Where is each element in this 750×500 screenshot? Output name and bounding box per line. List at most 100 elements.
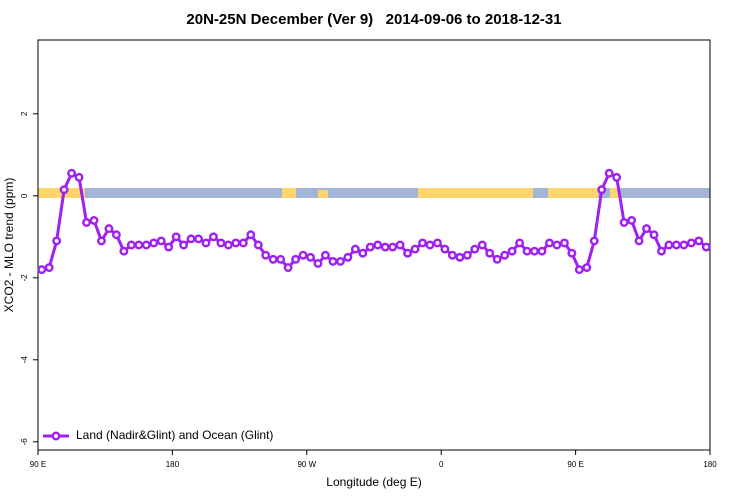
y-tick-label: -2: [20, 274, 29, 282]
point: [410, 244, 420, 254]
point: [343, 252, 353, 262]
point: [141, 240, 151, 250]
point: [283, 263, 293, 272]
point: [574, 265, 584, 275]
point: [657, 246, 666, 256]
x-tick-label: 90 E: [30, 460, 46, 469]
series-line: [41, 171, 708, 272]
point: [350, 244, 360, 254]
land-ocean-strip: [38, 188, 710, 198]
legend-label: Land (Nadir&Glint) and Ocean (Glint): [76, 428, 273, 442]
point: [111, 230, 121, 240]
point: [447, 250, 457, 260]
point: [238, 238, 248, 248]
point: [462, 250, 472, 260]
point: [209, 232, 218, 242]
point: [485, 248, 495, 258]
point: [201, 238, 211, 248]
point: [380, 242, 390, 252]
x-tick-label: 90 W: [297, 460, 316, 469]
point: [149, 238, 159, 248]
point: [604, 168, 614, 178]
point: [403, 248, 413, 258]
point: [171, 232, 181, 242]
point: [306, 252, 315, 262]
y-tick-label: 2: [20, 111, 29, 116]
point: [134, 240, 144, 250]
point: [365, 242, 375, 252]
point: [194, 234, 203, 244]
point: [500, 250, 510, 260]
point: [567, 248, 577, 258]
point: [179, 240, 189, 250]
point: [328, 256, 338, 266]
point: [686, 238, 696, 248]
point: [358, 248, 368, 258]
chart-title: 20N-25N December (Ver 9) 2014-09-06 to 2…: [186, 11, 561, 28]
point: [335, 256, 345, 266]
y-axis-label: XCO2 - MLO trend (ppm): [2, 178, 16, 313]
point: [52, 236, 62, 246]
point: [291, 254, 301, 264]
point: [223, 240, 233, 250]
y-tick-label: -6: [20, 438, 29, 446]
point: [418, 238, 427, 248]
point: [119, 246, 129, 256]
point: [276, 254, 286, 264]
point: [545, 238, 554, 248]
point: [425, 240, 435, 250]
point: [231, 238, 241, 248]
point: [559, 238, 569, 248]
point: [164, 242, 174, 252]
x-tick-label: 180: [166, 460, 180, 469]
x-tick-label: 0: [439, 460, 444, 469]
y-tick-label: -4: [20, 356, 29, 364]
x-tick-label: 180: [703, 460, 717, 469]
point: [470, 244, 480, 254]
point: [395, 240, 405, 250]
point: [67, 168, 77, 178]
y-tick-label: 0: [20, 193, 29, 198]
point: [582, 263, 592, 272]
point: [552, 240, 562, 250]
point: [455, 252, 465, 262]
point: [619, 218, 629, 227]
point: [433, 238, 442, 248]
point: [298, 250, 308, 260]
point: [515, 238, 525, 248]
point: [104, 224, 114, 234]
point: [44, 263, 54, 272]
point: [649, 230, 659, 240]
point: [59, 185, 69, 195]
point: [440, 244, 450, 254]
point: [321, 250, 330, 260]
point: [477, 240, 487, 250]
point: [522, 246, 532, 256]
point: [268, 254, 278, 264]
point: [373, 240, 383, 250]
point: [597, 185, 607, 195]
point: [246, 230, 256, 240]
point: [216, 238, 226, 248]
point: [253, 240, 263, 250]
point: [261, 250, 271, 260]
point: [664, 240, 674, 250]
point: [642, 224, 651, 234]
point: [589, 236, 599, 246]
point: [530, 246, 539, 256]
point: [156, 236, 166, 246]
point: [634, 236, 644, 246]
x-axis-label: Longitude (deg E): [326, 475, 421, 489]
point: [701, 242, 711, 252]
point: [388, 242, 398, 252]
point: [492, 254, 502, 264]
point: [679, 240, 689, 250]
point: [537, 246, 547, 256]
point: [37, 265, 47, 275]
point: [694, 236, 704, 246]
x-tick-label: 90 E: [567, 460, 583, 469]
point: [97, 236, 106, 246]
point: [89, 215, 99, 225]
point: [313, 259, 323, 268]
